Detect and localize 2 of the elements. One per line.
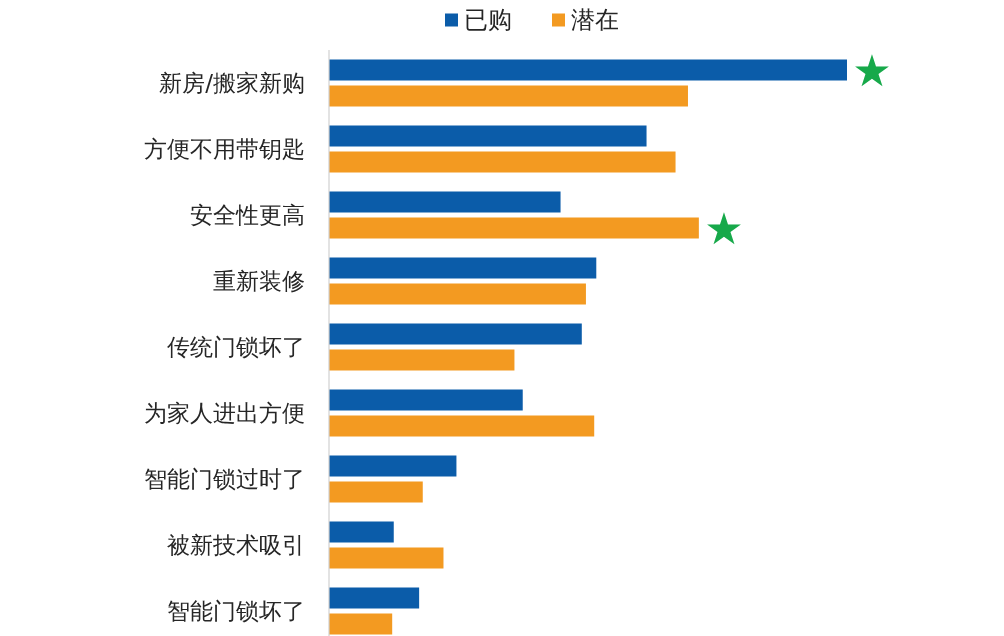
legend-label: 已购 <box>464 6 512 34</box>
legend-label: 潜在 <box>571 6 619 34</box>
